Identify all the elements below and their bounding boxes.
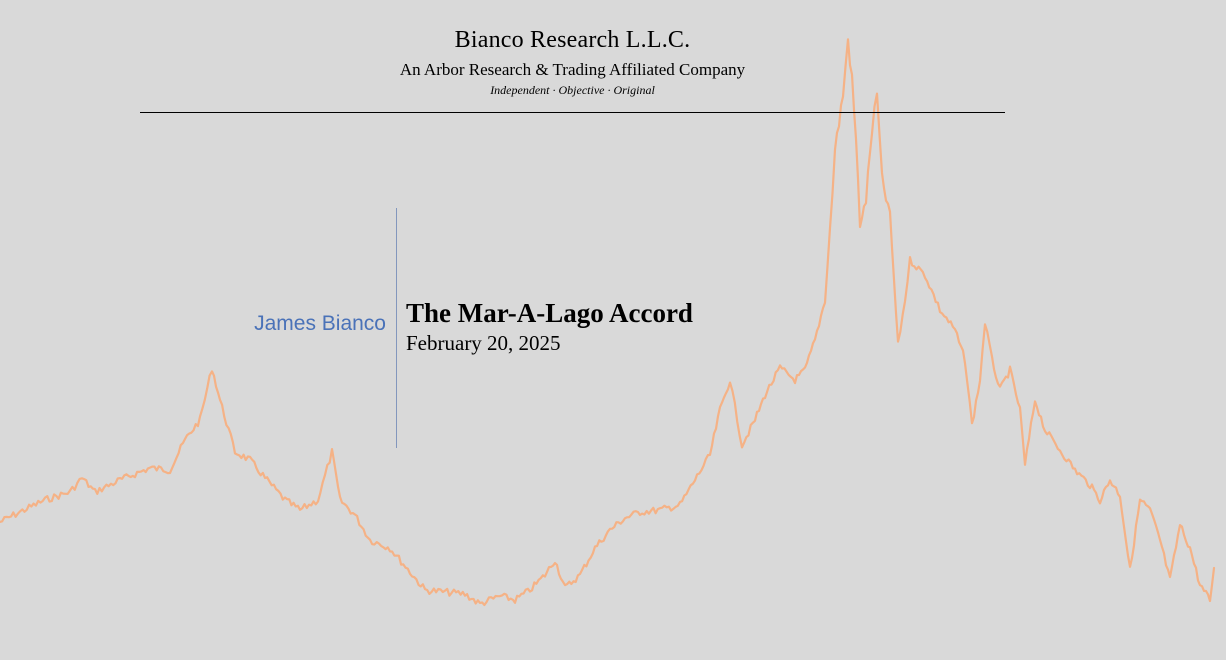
firm-header: Bianco Research L.L.C. An Arbor Research… xyxy=(140,22,1005,98)
firm-name: Bianco Research L.L.C. xyxy=(454,27,691,53)
tagline: Independent · Objective · Original xyxy=(490,83,655,97)
header-divider xyxy=(140,112,1005,113)
affiliate-line: An Arbor Research & Trading Affiliated C… xyxy=(399,60,746,79)
vertical-divider xyxy=(396,208,397,448)
presentation-title: The Mar-A-Lago Accord xyxy=(406,298,693,328)
author-name: James Bianco xyxy=(254,312,386,335)
presentation-date: February 20, 2025 xyxy=(406,331,561,355)
background-line-series xyxy=(0,38,1216,607)
